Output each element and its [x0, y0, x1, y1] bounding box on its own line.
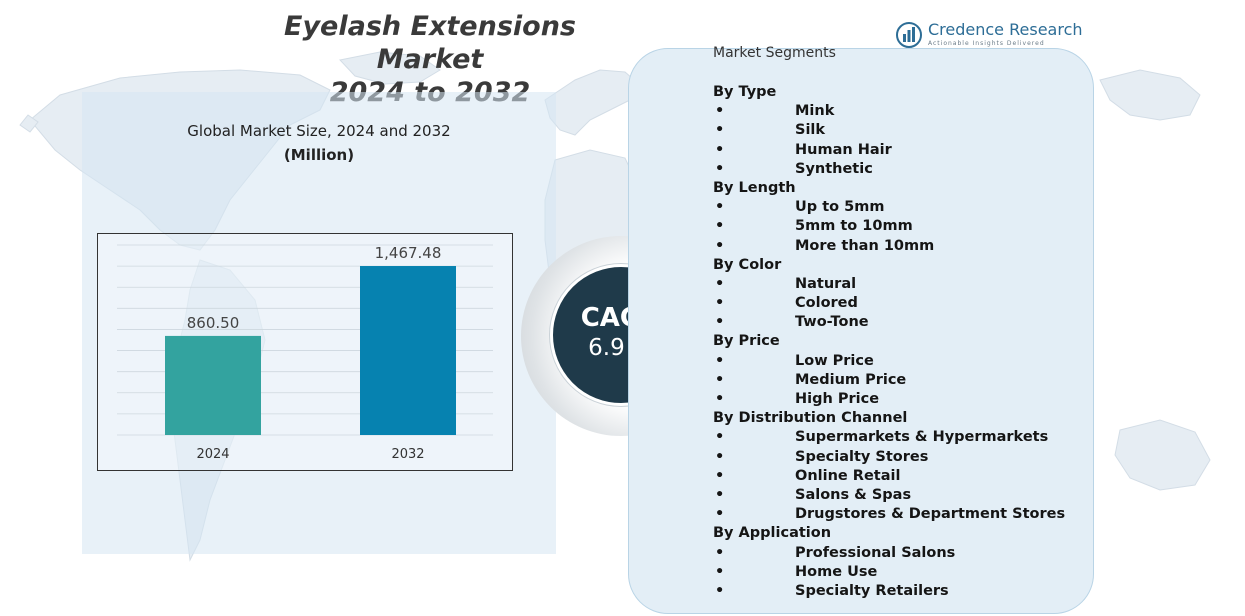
segment-item: • Human Hair — [713, 141, 1093, 160]
x-tick-label: 2032 — [391, 447, 424, 462]
segment-item: • Synthetic — [713, 160, 1093, 179]
bullet-icon: • — [715, 199, 725, 216]
segment-heading: By Color — [713, 256, 782, 273]
credence-research-logo: Credence Research Actionable Insights De… — [896, 20, 1086, 50]
segment-heading: By Distribution Channel — [713, 410, 908, 427]
bullet-icon: • — [715, 103, 725, 120]
segment-item-label: Professional Salons — [795, 544, 956, 561]
bullet-icon: • — [715, 563, 725, 580]
chart-title: Global Market Size, 2024 and 2032 — [187, 122, 451, 140]
segment-item: • High Price — [713, 390, 1093, 409]
bullet-icon: • — [715, 141, 725, 158]
segment-item: • Supermarkets & Hypermarkets — [713, 428, 1093, 447]
chart-panel — [82, 92, 556, 554]
bullet-icon: • — [715, 429, 725, 446]
segments-panel — [628, 48, 1094, 614]
segment-item-label: Drugstores & Department Stores — [795, 506, 1066, 523]
segment-item: • Up to 5mm — [713, 198, 1093, 217]
segment-item: • Mink — [713, 102, 1093, 121]
segment-heading: By Length — [713, 179, 796, 196]
segment-item-label: Supermarkets & Hypermarkets — [795, 429, 1049, 446]
logo-name: Credence Research — [928, 20, 1083, 39]
segment-item: • Two-Tone — [713, 313, 1093, 332]
segment-item-label: Natural — [795, 275, 857, 292]
logo-tagline: Actionable Insights Delivered — [928, 40, 1045, 47]
bullet-icon: • — [715, 544, 725, 561]
bullet-icon: • — [715, 391, 725, 407]
segment-item: • Professional Salons — [713, 544, 1093, 563]
segment-item: • Specialty Stores — [713, 448, 1093, 467]
segment-item-label: Home Use — [795, 563, 878, 580]
segment-item: • Drugstores & Department Stores — [713, 505, 1093, 524]
segment-item-label: Synthetic — [795, 160, 873, 177]
bullet-icon: • — [715, 275, 725, 292]
bullet-icon: • — [715, 314, 725, 331]
bullet-icon: • — [715, 371, 725, 388]
segment-heading: By Price — [713, 333, 780, 350]
segment-item: • Silk — [713, 121, 1093, 140]
bullet-icon: • — [715, 295, 725, 312]
segment-item-label: Silk — [795, 122, 826, 139]
segment-item-label: Online Retail — [795, 467, 901, 484]
segment-item-label: More than 10mm — [795, 237, 935, 254]
segment-item-label: Specialty Retailers — [795, 582, 949, 599]
segment-item: • Natural — [713, 275, 1093, 294]
segment-item: • Online Retail — [713, 467, 1093, 486]
segment-item: • Colored — [713, 294, 1093, 313]
segment-item-label: Low Price — [795, 352, 874, 369]
chart-unit-label: (Million) — [283, 146, 355, 164]
segment-item-label: Two-Tone — [795, 314, 869, 331]
bullet-icon: • — [715, 467, 725, 484]
segment-item: • Medium Price — [713, 371, 1093, 390]
bullet-icon: • — [715, 448, 725, 465]
bullet-icon: • — [715, 352, 725, 369]
segment-item-label: Specialty Stores — [795, 448, 929, 465]
segment-item: • Salons & Spas — [713, 486, 1093, 505]
segment-item-label: Mink — [795, 103, 835, 120]
segment-item-label: High Price — [795, 391, 880, 407]
bullet-icon: • — [715, 237, 725, 254]
bar-2032 — [360, 266, 456, 435]
logo-bar-chart-icon — [896, 22, 922, 48]
segment-item-label: Colored — [795, 295, 858, 312]
segment-item: • More than 10mm — [713, 237, 1093, 256]
segment-heading: By Application — [713, 525, 832, 542]
x-tick-label: 2024 — [196, 447, 229, 462]
title-line-1: Eyelash Extensions Market — [284, 11, 576, 75]
segment-item-label: Salons & Spas — [795, 486, 912, 503]
chart-header: Global Market Size, 2024 and 2032 (Milli… — [82, 120, 556, 168]
bar-2024 — [165, 335, 261, 435]
segment-item-label: Up to 5mm — [795, 199, 885, 216]
segment-item-label: 5mm to 10mm — [795, 218, 913, 235]
bar-value-label: 860.50 — [187, 314, 240, 332]
segment-item: • Specialty Retailers — [713, 582, 1093, 601]
segment-item: • 5mm to 10mm — [713, 217, 1093, 236]
segments-list: By Type • Mink • Silk • Human Hair • Synthetic By… — [713, 83, 1093, 601]
bar-value-label: 1,467.48 — [375, 244, 442, 262]
bullet-icon: • — [715, 218, 725, 235]
segments-title: Market Segments — [713, 45, 836, 61]
bullet-icon: • — [715, 582, 725, 599]
bullet-icon: • — [715, 160, 725, 177]
bullet-icon: • — [715, 122, 725, 139]
segment-item-label: Human Hair — [795, 141, 892, 158]
bullet-icon: • — [715, 506, 725, 523]
segment-heading: By Type — [713, 84, 777, 100]
segment-item-label: Medium Price — [795, 371, 907, 388]
segment-item: • Low Price — [713, 352, 1093, 371]
segment-item: • Home Use — [713, 563, 1093, 582]
bullet-icon: • — [715, 486, 725, 503]
market-size-bar-chart: 860.50 2024 1,467.48 2032 — [97, 233, 513, 471]
